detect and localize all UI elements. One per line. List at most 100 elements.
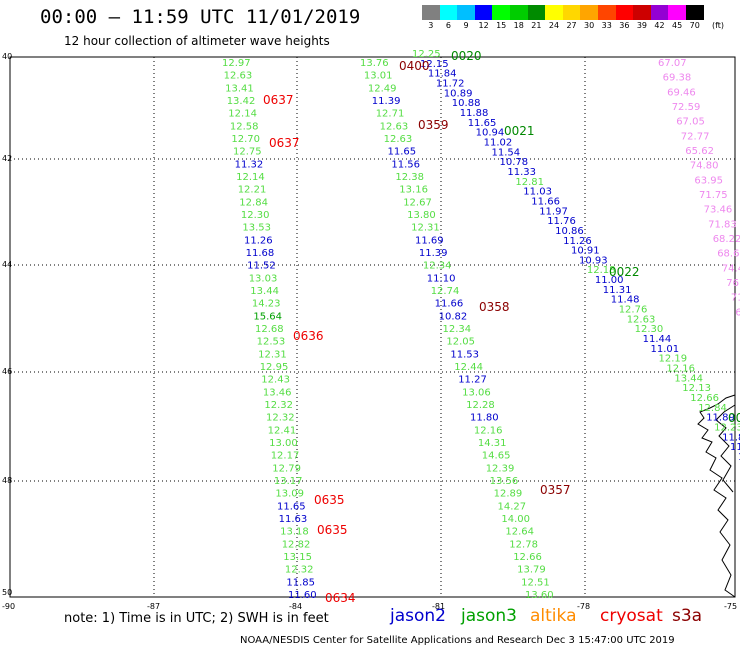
wave-height-value: 12.68 bbox=[255, 324, 284, 335]
sat-s3a: s3a bbox=[672, 606, 703, 626]
wave-height-value: 13.79 bbox=[517, 565, 546, 576]
page-subtitle: 12 hour collection of altimeter wave hei… bbox=[64, 34, 330, 48]
wave-height-value: 12.34 bbox=[423, 261, 452, 272]
legend-swatch bbox=[580, 5, 598, 20]
wave-height-value: 13.00 bbox=[269, 438, 298, 449]
legend-value: 45 bbox=[672, 21, 683, 30]
lat-label-50: 50 bbox=[2, 588, 13, 597]
sat-jason2: jason2 bbox=[390, 606, 446, 626]
wave-height-value: 13.44 bbox=[250, 286, 279, 297]
legend-value: 18 bbox=[513, 21, 524, 30]
legend-swatch bbox=[597, 5, 616, 20]
wave-height-value: 11.03 bbox=[523, 187, 552, 198]
wave-height-value: 13.56 bbox=[490, 476, 519, 487]
pass-time-label: 0635 bbox=[317, 523, 348, 537]
wave-height-value: 12.63 bbox=[384, 134, 413, 145]
lat-label-42: 42 bbox=[2, 154, 13, 163]
legend-swatch bbox=[474, 5, 493, 20]
wave-height-value: 12.30 bbox=[241, 210, 270, 221]
wave-height-value: 12.97 bbox=[222, 58, 251, 69]
wave-height-value: 12.23 bbox=[714, 423, 740, 434]
lon-label-87: -87 bbox=[147, 602, 161, 611]
wave-height-value: 12.16 bbox=[666, 364, 695, 375]
wave-height-value: 76.4 bbox=[726, 278, 740, 289]
wave-height-value: 13.42 bbox=[227, 96, 256, 107]
wave-height-value: 14.00 bbox=[501, 514, 530, 525]
legend-swatch bbox=[633, 5, 651, 20]
wave-height-value: 14.31 bbox=[478, 438, 507, 449]
wave-height-value: 11.85 bbox=[286, 577, 315, 588]
legend-unit: (ft) bbox=[712, 21, 725, 30]
lat-label-48: 48 bbox=[2, 476, 13, 485]
wave-height-value: 11.00 bbox=[595, 275, 624, 286]
wave-height-value: 13.41 bbox=[225, 83, 254, 94]
wave-height-value: 15.64 bbox=[253, 311, 282, 322]
legend-value: 33 bbox=[601, 21, 612, 30]
wave-height-value: 11.65 bbox=[277, 501, 306, 512]
wave-height-value: 11.65 bbox=[388, 147, 417, 158]
wave-height-value: 12.58 bbox=[230, 121, 259, 132]
sat-jason3: jason3 bbox=[461, 606, 517, 626]
wave-height-value: 13.60 bbox=[525, 590, 554, 601]
pass-time-label: 0357 bbox=[540, 483, 571, 497]
coastline-detail bbox=[715, 404, 736, 493]
legend-value: 6 bbox=[445, 21, 451, 30]
wave-height-value: 12.32 bbox=[264, 400, 293, 411]
wave-height-value: 12.76 bbox=[619, 305, 648, 316]
wave-height-value: 11.44 bbox=[643, 334, 672, 345]
wave-height-value: 12.74 bbox=[431, 286, 460, 297]
pass-time-label: 0637 bbox=[269, 136, 300, 150]
page-title: 00:00 – 11:59 UTC 11/01/2019 bbox=[40, 6, 361, 28]
sat-altika: altika bbox=[530, 606, 577, 626]
legend-value: 30 bbox=[584, 21, 595, 30]
wave-height-value: 11.26 bbox=[244, 235, 273, 246]
wave-height-value: 11.52 bbox=[247, 261, 276, 272]
wave-height-value: 11.75 bbox=[730, 442, 740, 453]
wave-height-value: 11.84 bbox=[428, 69, 457, 80]
legend-value: 24 bbox=[548, 21, 560, 30]
wave-height-value: 13.53 bbox=[242, 223, 271, 234]
legend-swatch bbox=[422, 5, 440, 20]
wave-height-value: 11.54 bbox=[492, 147, 521, 158]
wave-height-value: 12.43 bbox=[261, 375, 290, 386]
wave-height-value: 68.22 bbox=[713, 234, 740, 245]
wave-height-value: 13.76 bbox=[360, 58, 389, 69]
wave-height-value: 12.66 bbox=[690, 393, 719, 404]
wave-height-value: 71.9 bbox=[731, 293, 740, 304]
wave-height-value: 12.21 bbox=[238, 185, 267, 196]
legend-value: 27 bbox=[566, 21, 577, 30]
wave-height-value: 13.80 bbox=[407, 210, 436, 221]
wave-height-value: 11.56 bbox=[391, 159, 420, 170]
wave-height-value: 13.01 bbox=[364, 71, 393, 82]
pass-time-label: 0358 bbox=[479, 300, 510, 314]
wave-height-value: 11.65 bbox=[468, 118, 497, 129]
wave-height-value: 12.64 bbox=[505, 527, 534, 538]
wave-height-value: 13.44 bbox=[674, 373, 703, 384]
lon-label-90: -90 bbox=[2, 602, 16, 611]
wave-height-value: 73.46 bbox=[704, 205, 733, 216]
wave-height-value: 11.26 bbox=[563, 236, 592, 247]
wave-height-value: 14.27 bbox=[498, 501, 527, 512]
pass-time-label: 0021 bbox=[504, 124, 535, 138]
wave-height-value: 11.80 bbox=[470, 413, 499, 424]
wave-height-value: 68.65 bbox=[717, 249, 740, 260]
wave-height-value: 11.4 bbox=[738, 452, 740, 463]
wave-height-value: 10.78 bbox=[500, 157, 529, 168]
wave-height-value: 63.95 bbox=[694, 175, 723, 186]
legend-value: 39 bbox=[636, 21, 648, 30]
legend-swatch bbox=[668, 5, 686, 20]
wave-height-value: 12.75 bbox=[233, 147, 262, 158]
wave-height-value: 11.63 bbox=[279, 514, 308, 525]
wave-height-value: 12.67 bbox=[403, 197, 432, 208]
wave-height-value: 12.32 bbox=[266, 413, 295, 424]
wave-height-value: 71.83 bbox=[708, 219, 737, 230]
legend-value: 70 bbox=[689, 21, 700, 30]
wave-height-value: 67.05 bbox=[676, 117, 705, 128]
wave-height-value: 11.66 bbox=[531, 196, 560, 207]
wave-height-value: 11.69 bbox=[415, 235, 444, 246]
wave-height-value: 13.09 bbox=[275, 489, 304, 500]
pass-time-label: 0359 bbox=[418, 118, 449, 132]
wave-height-value: 11.68 bbox=[246, 248, 275, 259]
